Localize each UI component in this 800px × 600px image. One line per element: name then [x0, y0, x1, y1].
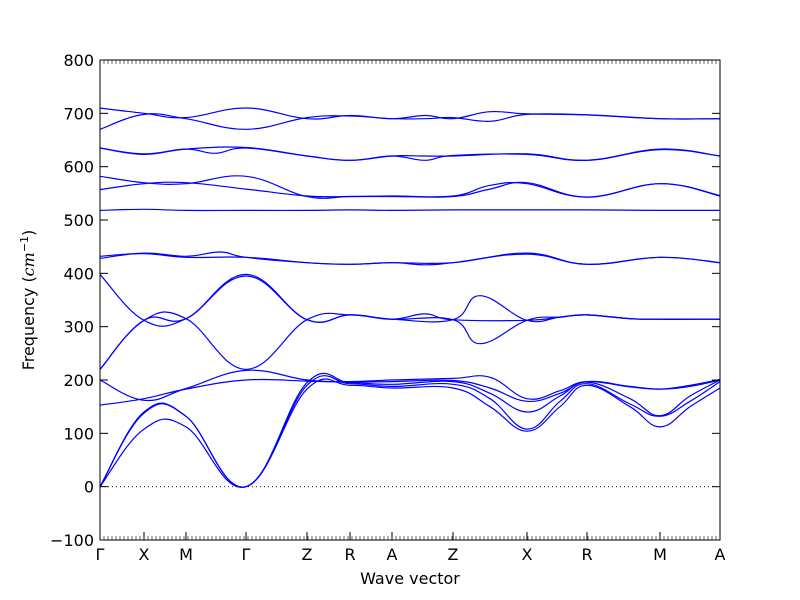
- phonon-band-5: [99, 369, 721, 402]
- y-tick-label: 800: [63, 51, 94, 70]
- kpoint-label: A: [387, 545, 398, 564]
- y-axis-label-suffix: ): [19, 230, 38, 236]
- y-tick-label: 700: [63, 104, 94, 123]
- phonon-band-1: [99, 378, 721, 488]
- y-tick-label: 500: [63, 211, 94, 230]
- y-tick-label: 400: [63, 264, 94, 283]
- y-axis-label-exponent: −1: [18, 236, 31, 252]
- x-axis-label: Wave vector: [360, 569, 460, 588]
- y-tick-label: −100: [50, 531, 94, 550]
- phonon-band-13: [99, 175, 721, 199]
- phonon-band-11: [99, 208, 721, 212]
- y-axis-label: Frequency (cm−1): [18, 230, 38, 371]
- y-tick-label: 100: [63, 424, 94, 443]
- kpoint-label: X: [139, 545, 150, 564]
- phonon-band-10: [99, 252, 721, 266]
- phonon-band-15: [99, 146, 721, 161]
- phonon-band-3: [99, 372, 721, 488]
- kpoint-label: M: [179, 545, 193, 564]
- tick-label-layer: −100 0 100 200 300 400 500 600 700 800 Γ X M Γ Z R A Z X R M…: [50, 51, 725, 564]
- kpoint-label: R: [344, 545, 355, 564]
- kpoint-label: R: [581, 545, 592, 564]
- plot-frame: [99, 59, 721, 541]
- series-layer: [99, 107, 721, 488]
- y-axis-label-unit: cm: [19, 252, 38, 276]
- kpoint-label: Γ: [242, 545, 251, 564]
- y-axis-label-prefix: Frequency (: [19, 276, 38, 370]
- kpoint-label: Z: [302, 545, 313, 564]
- y-tick-label: 300: [63, 318, 94, 337]
- kpoint-label: X: [522, 545, 533, 564]
- kpoint-label: M: [653, 545, 667, 564]
- y-tick-label: 200: [63, 371, 94, 390]
- kpoint-label: Γ: [96, 545, 105, 564]
- y-tick-label: 0: [84, 478, 94, 497]
- phonon-band-8: [99, 273, 720, 327]
- kpoint-label: A: [715, 545, 726, 564]
- y-tick-label: 600: [63, 158, 94, 177]
- plot-background: [100, 60, 720, 540]
- phonon-band-17: [99, 113, 721, 130]
- tick-layer: [99, 59, 721, 541]
- kpoint-label: Z: [448, 545, 459, 564]
